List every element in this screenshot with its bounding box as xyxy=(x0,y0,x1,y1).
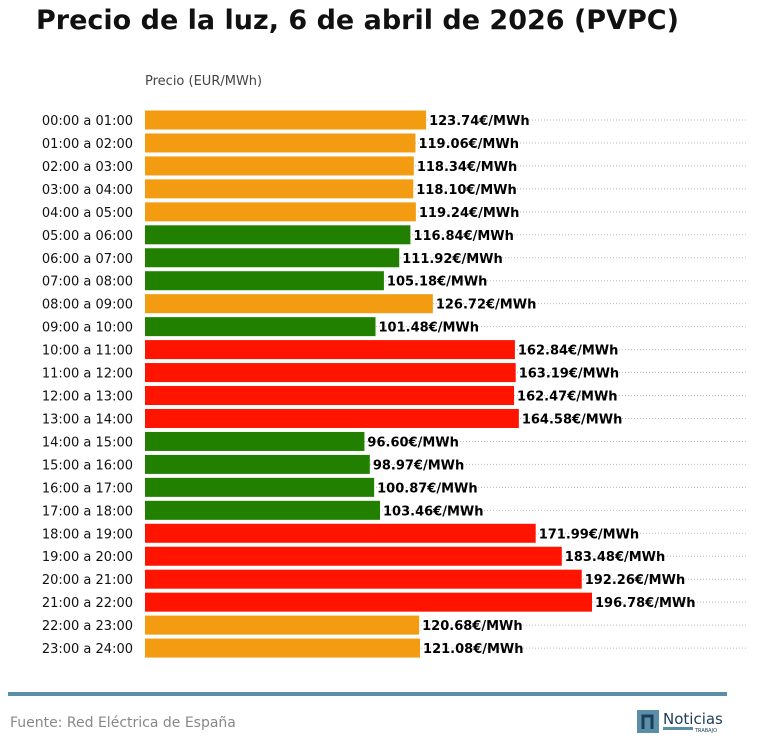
bar-chart: 00:00 a 01:00 123.74€/MWh 01:00 a 02:00 119… xyxy=(42,110,748,658)
tick-label: 15:00 a 16:00 xyxy=(42,458,133,473)
data-label: 162.47€/MWh xyxy=(517,390,618,405)
tick-label: 14:00 a 15:00 xyxy=(42,435,133,450)
tick-label: 22:00 a 23:00 xyxy=(42,619,133,634)
noticias-trabajo-logo: Noticias TRABAJO xyxy=(637,710,723,734)
data-label: 100.87€/MWh xyxy=(377,481,478,496)
data-label: 105.18€/MWh xyxy=(387,275,488,290)
bar xyxy=(145,156,414,176)
data-label: 103.46€/MWh xyxy=(383,504,484,519)
data-label: 164.58€/MWh xyxy=(522,412,623,427)
data-label: 98.97€/MWh xyxy=(373,458,464,473)
tick-label: 13:00 a 14:00 xyxy=(42,412,133,427)
tick-label: 16:00 a 17:00 xyxy=(42,481,133,496)
data-label: 119.06€/MWh xyxy=(418,137,518,152)
tick-label: 00:00 a 01:00 xyxy=(42,114,133,129)
bar xyxy=(145,569,582,589)
data-label: 162.84€/MWh xyxy=(518,344,619,359)
svg-text:Noticias: Noticias xyxy=(663,710,723,728)
bar xyxy=(145,110,427,130)
tick-label: 19:00 a 20:00 xyxy=(42,550,133,565)
bar xyxy=(145,248,400,268)
data-label: 119.24€/MWh xyxy=(419,206,520,221)
tick-label: 20:00 a 21:00 xyxy=(42,573,133,588)
data-label: 183.48€/MWh xyxy=(565,550,666,565)
tick-label: 10:00 a 11:00 xyxy=(42,344,133,359)
data-label: 192.26€/MWh xyxy=(585,573,686,588)
data-label: 96.60€/MWh xyxy=(367,435,458,450)
bar xyxy=(145,592,592,612)
bar xyxy=(145,454,370,474)
tick-label: 11:00 a 12:00 xyxy=(42,367,133,382)
bar xyxy=(145,317,376,337)
bar xyxy=(145,523,536,543)
bar xyxy=(145,546,562,566)
data-label: 118.34€/MWh xyxy=(417,160,518,175)
tick-label: 01:00 a 02:00 xyxy=(42,137,133,152)
tick-label: 09:00 a 10:00 xyxy=(42,321,133,336)
data-label: 118.10€/MWh xyxy=(416,183,517,198)
chart-title: Precio de la luz, 6 de abril de 2026 (PV… xyxy=(36,5,679,36)
footer-rule xyxy=(8,692,727,696)
tick-label: 17:00 a 18:00 xyxy=(42,504,133,519)
bar xyxy=(145,225,411,245)
tick-label: 07:00 a 08:00 xyxy=(42,275,133,290)
data-label: 163.19€/MWh xyxy=(519,367,620,382)
bar xyxy=(145,386,515,406)
data-label: 120.68€/MWh xyxy=(422,619,523,634)
bar xyxy=(145,363,516,383)
data-label: 121.08€/MWh xyxy=(423,642,524,657)
data-label: 171.99€/MWh xyxy=(539,527,640,542)
tick-label: 08:00 a 09:00 xyxy=(42,298,133,313)
svg-text:TRABAJO: TRABAJO xyxy=(694,728,717,734)
bar xyxy=(145,477,375,497)
tick-label: 03:00 a 04:00 xyxy=(42,183,133,198)
source-text: Fuente: Red Eléctrica de España xyxy=(10,715,236,731)
bar xyxy=(145,202,416,222)
data-label: 101.48€/MWh xyxy=(379,321,480,336)
bar xyxy=(145,500,381,520)
bar xyxy=(145,340,515,360)
tick-label: 05:00 a 06:00 xyxy=(42,229,133,244)
data-label: 196.78€/MWh xyxy=(595,596,696,611)
tick-label: 02:00 a 03:00 xyxy=(42,160,133,175)
data-label: 116.84€/MWh xyxy=(413,229,514,244)
bar xyxy=(145,294,433,314)
tick-label: 23:00 a 24:00 xyxy=(42,642,133,657)
bar xyxy=(145,638,421,658)
data-label: 123.74€/MWh xyxy=(429,114,530,129)
tick-label: 18:00 a 19:00 xyxy=(42,527,133,542)
bar xyxy=(145,431,365,451)
axis-label: Precio (EUR/MWh) xyxy=(145,74,263,89)
tick-label: 21:00 a 22:00 xyxy=(42,596,133,611)
bar xyxy=(145,133,416,153)
tick-label: 04:00 a 05:00 xyxy=(42,206,133,221)
bar xyxy=(145,615,420,635)
tick-label: 06:00 a 07:00 xyxy=(42,252,133,267)
bar xyxy=(145,179,414,199)
bar xyxy=(145,408,519,428)
bar xyxy=(145,271,384,291)
tick-label: 12:00 a 13:00 xyxy=(42,390,133,405)
data-label: 111.92€/MWh xyxy=(402,252,503,267)
data-label: 126.72€/MWh xyxy=(436,298,537,313)
